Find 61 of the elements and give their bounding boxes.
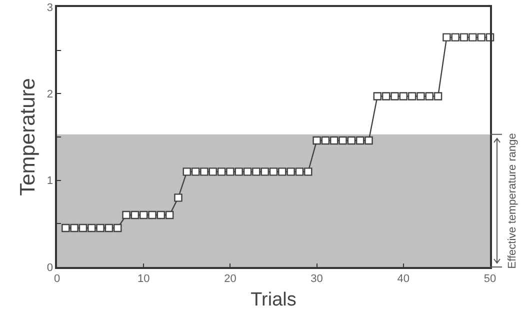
point — [104, 224, 114, 232]
point — [96, 224, 104, 232]
point — [62, 224, 70, 232]
x-tick-label: 50 — [484, 272, 496, 285]
point — [312, 136, 321, 145]
point — [165, 210, 174, 220]
point — [252, 168, 260, 176]
band-label: Effective temperature range — [506, 133, 518, 269]
y-tick-label: 3 — [46, 2, 54, 14]
point — [390, 92, 399, 100]
point — [364, 136, 373, 145]
point — [234, 168, 243, 176]
point — [130, 210, 140, 220]
point — [78, 224, 88, 232]
y-tick-label: 1 — [46, 175, 54, 188]
point — [321, 136, 330, 145]
point — [373, 92, 382, 100]
point — [243, 168, 252, 176]
point — [269, 168, 278, 176]
point — [356, 136, 364, 145]
point — [304, 168, 312, 176]
y-axis-title: Temperature — [16, 78, 40, 196]
point — [347, 136, 356, 145]
point — [278, 168, 286, 176]
point — [226, 168, 234, 176]
point — [399, 92, 408, 100]
x-tick-label: 20 — [224, 272, 236, 285]
y-tick-label: 2 — [46, 88, 54, 101]
point — [338, 136, 347, 145]
point — [434, 92, 442, 100]
point — [122, 210, 130, 220]
point — [425, 92, 434, 100]
point — [200, 168, 208, 176]
point — [416, 92, 425, 100]
point — [408, 92, 416, 100]
point — [330, 136, 338, 145]
point — [148, 210, 156, 220]
point — [208, 168, 217, 176]
y-tick-label: 0 — [46, 262, 54, 274]
x-tick-label: 40 — [397, 272, 410, 285]
point — [114, 224, 122, 232]
x-tick-label: 10 — [137, 272, 150, 285]
point — [182, 168, 191, 176]
point — [442, 33, 451, 42]
x-axis-title: Trials — [250, 289, 296, 310]
point — [477, 33, 486, 42]
point — [260, 168, 269, 176]
point — [88, 224, 96, 232]
point — [286, 168, 295, 176]
x-tick-label: 30 — [310, 272, 323, 285]
point — [382, 92, 390, 100]
point — [468, 33, 477, 42]
point — [174, 194, 182, 202]
point — [295, 168, 304, 176]
point — [70, 224, 78, 232]
point — [156, 210, 166, 220]
point — [191, 168, 200, 176]
point — [140, 210, 148, 220]
point — [451, 33, 460, 42]
point — [217, 168, 226, 176]
point — [460, 33, 468, 42]
